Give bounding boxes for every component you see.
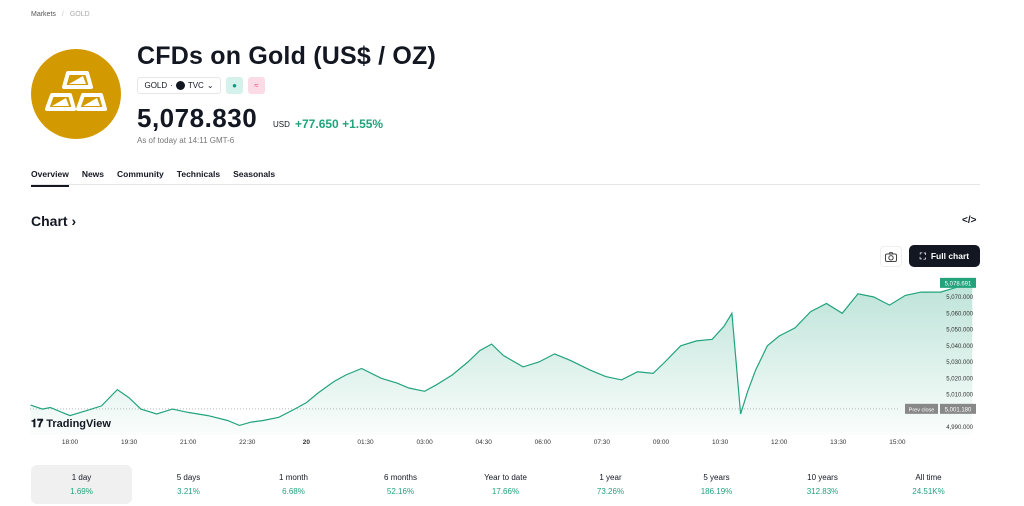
- period-label: 1 year: [599, 473, 622, 482]
- full-chart-button[interactable]: ⛶ Full chart: [909, 245, 980, 267]
- price-line: [30, 282, 973, 427]
- period-label: 1 month: [279, 473, 308, 482]
- price-chart[interactable]: 18:00 19:30 21:00 22:30 20 01:30 03:00 04:30 06:…: [0, 270, 1024, 455]
- y-tick-label: 4,990.000: [946, 425, 973, 431]
- period-10-years[interactable]: 10 years 312.83%: [772, 465, 873, 504]
- y-tick-label: 5,050.000: [946, 328, 973, 334]
- period-change: 52.16%: [386, 487, 415, 496]
- divider: [31, 184, 980, 185]
- snapshot-button[interactable]: [880, 246, 902, 267]
- x-tick-label: 06:00: [535, 439, 552, 446]
- x-tick-label: 18:00: [62, 439, 79, 446]
- period-label: 5 years: [703, 473, 730, 482]
- period-change: 1.69%: [70, 487, 93, 496]
- period-change: 73.26%: [596, 487, 625, 496]
- x-tick-label: 07:30: [594, 439, 611, 446]
- price-change: +77.650 +1.55%: [295, 117, 384, 131]
- x-tick-label: 19:30: [121, 439, 138, 446]
- x-tick-label: 21:00: [180, 439, 197, 446]
- x-tick-label: 01:30: [357, 439, 374, 446]
- fullscreen-icon: ⛶: [919, 250, 926, 261]
- period-all-time[interactable]: All time 24.51K%: [878, 465, 979, 504]
- period-change: 186.19%: [700, 487, 733, 496]
- currency: USD: [273, 120, 290, 129]
- embed-code-icon[interactable]: </>: [962, 215, 977, 226]
- y-tick-label: 5,070.000: [946, 295, 973, 301]
- y-tick-label: 5,010.000: [946, 393, 973, 399]
- x-tick-label: 03:00: [416, 439, 433, 446]
- period-label: 1 day: [71, 473, 92, 482]
- y-tick-label: 5,040.000: [946, 344, 973, 350]
- breadcrumb-gold: GOLD: [69, 11, 90, 18]
- cfd-badge-icon[interactable]: ≈: [248, 77, 265, 94]
- period-change: 312.83%: [806, 487, 839, 496]
- tv-icon: [175, 81, 185, 90]
- x-tick-label: 22:30: [239, 439, 256, 446]
- tab-seasonals[interactable]: Seasonals: [233, 169, 276, 179]
- period-5-years[interactable]: 5 years 186.19%: [666, 465, 767, 504]
- page-title: CFDs on Gold (US$ / OZ): [137, 42, 437, 70]
- tabs: Overview News Community Technicals Seaso…: [31, 169, 275, 187]
- tradingview-watermark: 𝟏𝟕 TradingView: [31, 418, 111, 430]
- last-price-marker: [940, 277, 976, 288]
- period-year-to-date[interactable]: Year to date 17.66%: [455, 465, 556, 504]
- camera-icon: [885, 251, 897, 262]
- price: 5,078.830: [137, 103, 258, 133]
- tab-news[interactable]: News: [81, 169, 105, 179]
- chart-section-title[interactable]: Chart ›: [31, 213, 77, 229]
- y-tick-label: 5,060.000: [946, 311, 973, 317]
- period-5-days[interactable]: 5 days 3.21%: [138, 465, 239, 504]
- period-1-day[interactable]: 1 day 1.69%: [31, 465, 132, 504]
- period-change: 17.66%: [491, 487, 520, 496]
- tab-community[interactable]: Community: [117, 169, 164, 179]
- period-change: 3.21%: [177, 487, 200, 496]
- gold-bars-icon: [45, 71, 107, 111]
- last-price-label: 5,078.691: [945, 281, 972, 287]
- prev-close-value: 5,001.180: [945, 407, 972, 413]
- x-tick-label: 12:00: [771, 439, 788, 446]
- period-label: 5 days: [176, 473, 201, 482]
- market-status-icon[interactable]: ●: [226, 77, 243, 94]
- period-label: 6 months: [384, 473, 417, 482]
- period-change: 24.51K%: [912, 487, 945, 496]
- y-tick-label: 5,030.000: [946, 360, 973, 366]
- tab-overview[interactable]: Overview: [31, 169, 69, 187]
- period-label: Year to date: [484, 473, 527, 482]
- x-tick-label: 13:30: [830, 439, 847, 446]
- symbol-selector[interactable]: GOLD · TVC ⌄: [137, 77, 221, 94]
- exchange: TVC: [187, 81, 204, 90]
- x-tick-label: 09:00: [653, 439, 670, 446]
- breadcrumb: Markets / GOLD: [31, 11, 90, 18]
- price-area: [30, 282, 973, 436]
- y-tick-label: 5,020.000: [946, 376, 973, 382]
- x-tick-label: 15:00: [889, 439, 906, 446]
- period-6-months[interactable]: 6 months 52.16%: [350, 465, 451, 504]
- breadcrumb-markets[interactable]: Markets: [31, 11, 56, 18]
- prev-close-marker: [940, 403, 976, 414]
- period-1-year[interactable]: 1 year 73.26%: [560, 465, 661, 504]
- period-label: All time: [915, 473, 942, 482]
- x-tick-label: 10:30: [712, 439, 729, 446]
- symbol: GOLD: [144, 81, 168, 90]
- gold-logo: [31, 49, 121, 139]
- prev-close-label: Prev close: [909, 407, 935, 413]
- chevron-down-icon: ⌄: [206, 81, 214, 90]
- x-tick-label: 20: [303, 439, 311, 446]
- period-change: 6.68%: [282, 487, 305, 496]
- period-label: 10 years: [807, 473, 838, 482]
- prev-close-tag: [905, 403, 938, 414]
- x-tick-label: 04:30: [476, 439, 493, 446]
- period-1-month[interactable]: 1 month 6.68%: [243, 465, 344, 504]
- tab-technicals[interactable]: Technicals: [176, 169, 221, 179]
- as-of-time: As of today at 14:11 GMT-6: [137, 136, 235, 145]
